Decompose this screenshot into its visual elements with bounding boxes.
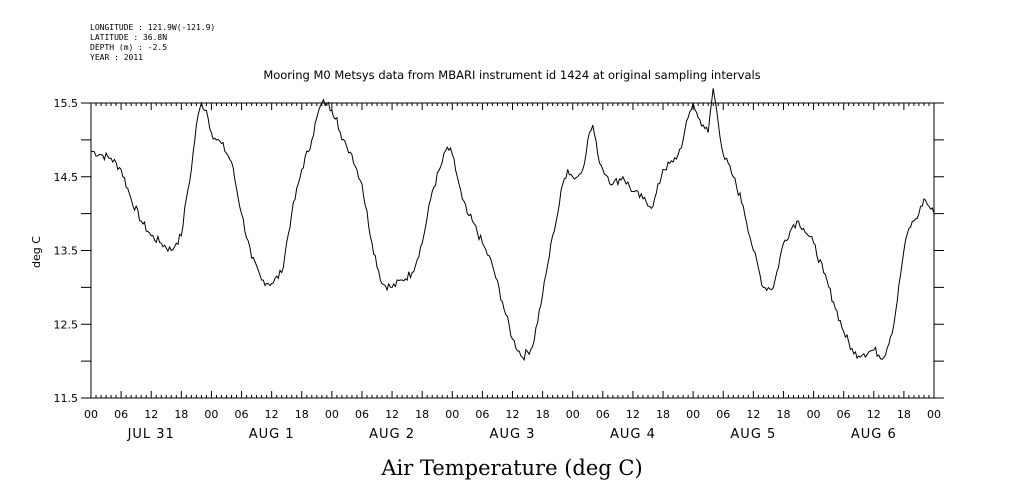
x-tick-label: 06: [837, 408, 851, 421]
x-tick-label: 12: [746, 408, 760, 421]
x-day-label: JUL 31: [127, 427, 175, 442]
y-tick-label: 11.5: [54, 392, 79, 405]
x-tick-label: 12: [506, 408, 520, 421]
meta-depth: DEPTH (m) : -2.5: [90, 43, 167, 52]
series-line: [90, 88, 935, 362]
x-tick-label: 00: [204, 408, 218, 421]
x-day-label: AUG 3: [490, 427, 536, 442]
x-tick-label: 18: [897, 408, 911, 421]
y-tick-label: 15.5: [54, 97, 79, 110]
x-day-label: AUG 1: [249, 427, 295, 442]
x-tick-label: 00: [84, 408, 98, 421]
y-tick-label: 13.5: [54, 245, 79, 258]
x-tick-label: 18: [415, 408, 429, 421]
x-tick-label: 06: [596, 408, 610, 421]
meta-year: YEAR : 2011: [90, 53, 143, 62]
x-tick-label: 00: [325, 408, 339, 421]
y-tick-label: 14.5: [54, 171, 79, 184]
x-tick-label: 12: [626, 408, 640, 421]
x-tick-label: 18: [295, 408, 309, 421]
x-tick-label: 00: [566, 408, 580, 421]
x-tick-label: 18: [536, 408, 550, 421]
axis-tick-labels: 15.5 14.5 13.5 12.5 11.5 00 06 12 18 00 06 12 18 00 06…: [54, 97, 942, 442]
meta-longitude: LONGITUDE : 121.9W(-121.9): [90, 23, 215, 32]
x-tick-label: 06: [235, 408, 249, 421]
chart-title: Mooring M0 Metsys data from MBARI instru…: [263, 68, 760, 82]
x-tick-label: 06: [716, 408, 730, 421]
x-tick-label: 18: [776, 408, 790, 421]
x-tick-label: 06: [355, 408, 369, 421]
plot-frame: [90, 102, 935, 399]
y-axis-label: deg C: [30, 236, 43, 268]
x-tick-label: 00: [927, 408, 941, 421]
x-tick-label: 12: [144, 408, 158, 421]
x-day-label: AUG 4: [610, 427, 656, 442]
x-tick-label: 00: [445, 408, 459, 421]
x-tick-label: 06: [114, 408, 128, 421]
x-tick-label: 00: [807, 408, 821, 421]
x-tick-label: 00: [686, 408, 700, 421]
x-tick-label: 12: [265, 408, 279, 421]
x-tick-label: 06: [475, 408, 489, 421]
x-day-label: AUG 5: [730, 427, 776, 442]
x-tick-label: 12: [385, 408, 399, 421]
x-tick-label: 18: [174, 408, 188, 421]
y-tick-label: 12.5: [54, 318, 79, 331]
meta-latitude: LATITUDE : 36.8N: [90, 33, 167, 42]
x-day-label: AUG 2: [369, 427, 415, 442]
x-day-label: AUG 6: [851, 427, 897, 442]
axis-ticks: [81, 102, 944, 399]
x-axis-label: Air Temperature (deg C): [380, 456, 642, 480]
series-group: [90, 88, 935, 362]
x-tick-label: 18: [656, 408, 670, 421]
x-tick-label: 12: [867, 408, 881, 421]
